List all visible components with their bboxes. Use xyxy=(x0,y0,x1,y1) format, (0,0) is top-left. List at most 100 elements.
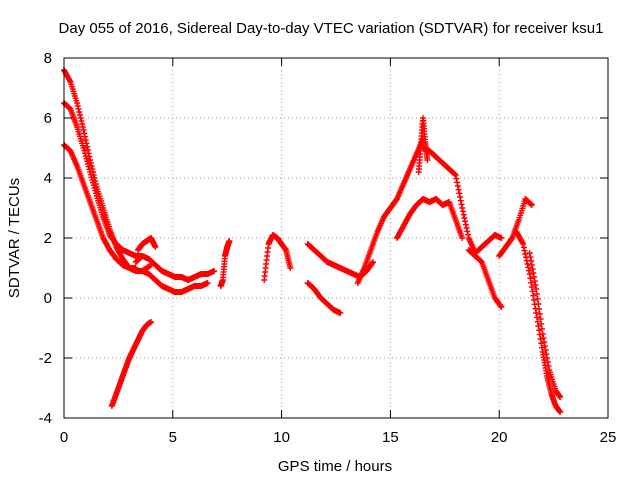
data-point-marker xyxy=(82,133,89,140)
data-point-marker xyxy=(459,205,466,211)
data-point-marker xyxy=(76,109,83,115)
x-axis-label: GPS time / hours xyxy=(278,458,392,475)
data-point-marker xyxy=(424,157,431,163)
data-point-marker xyxy=(79,124,86,130)
chart-title: Day 055 of 2016, Sidereal Day-to-day VTE… xyxy=(59,20,604,37)
trace-i-nine-hours xyxy=(261,232,294,283)
data-point-marker xyxy=(529,288,536,295)
data-point-marker xyxy=(461,215,468,221)
data-point-marker xyxy=(498,304,505,310)
data-point-marker xyxy=(463,225,470,231)
data-point-marker xyxy=(536,306,543,312)
data-point-marker xyxy=(525,264,532,271)
data-point-marker xyxy=(453,175,460,182)
data-point-marker xyxy=(529,266,536,272)
trace-f-bump xyxy=(134,235,159,253)
data-point-marker xyxy=(532,282,539,288)
data-point-marker xyxy=(457,197,464,204)
data-point-marker xyxy=(533,314,540,321)
y-axis-label: SDTVAR / TECUs xyxy=(6,178,23,298)
data-point-marker xyxy=(543,351,550,357)
data-point-marker xyxy=(460,211,467,218)
data-point-marker xyxy=(462,221,469,228)
data-point-marker xyxy=(75,106,82,112)
data-point-marker xyxy=(74,103,81,109)
data-point-marker xyxy=(287,265,294,271)
data-point-marker xyxy=(540,335,547,341)
data-point-marker xyxy=(520,244,527,251)
data-point-marker xyxy=(78,118,85,124)
data-point-marker xyxy=(531,278,538,284)
y-tick-label: -4 xyxy=(39,410,52,427)
data-point-marker xyxy=(81,130,88,137)
trace-h-seven-hours xyxy=(217,238,233,289)
data-point-marker xyxy=(521,247,528,254)
data-point-marker xyxy=(462,218,469,225)
data-point-marker xyxy=(526,271,533,277)
y-tick-label: 6 xyxy=(44,110,52,127)
data-point-marker xyxy=(497,303,504,309)
data-point-marker xyxy=(80,127,87,133)
data-point-marker xyxy=(537,336,544,342)
x-tick-label: 0 xyxy=(60,429,68,446)
y-tick-label: -2 xyxy=(39,350,52,367)
data-point-marker xyxy=(76,112,83,118)
data-point-marker xyxy=(527,275,534,282)
data-point-marker xyxy=(528,202,535,208)
data-point-marker xyxy=(537,316,544,322)
trace-r-final-drop xyxy=(513,229,564,415)
data-point-marker xyxy=(538,326,545,332)
data-point-marker xyxy=(533,291,540,297)
data-point-marker xyxy=(132,265,139,271)
data-point-marker xyxy=(531,274,538,280)
data-point-marker xyxy=(541,339,548,345)
x-tick-label: 5 xyxy=(169,429,177,446)
data-point-marker xyxy=(533,286,540,292)
data-point-marker xyxy=(226,238,233,244)
data-point-marker xyxy=(337,310,344,316)
y-tick-label: 2 xyxy=(44,230,52,247)
x-tick-label: 10 xyxy=(273,429,290,446)
data-point-marker xyxy=(498,235,505,241)
x-tick-label: 25 xyxy=(600,429,617,446)
data-point-marker xyxy=(79,121,86,127)
data-point-marker xyxy=(522,251,529,257)
data-point-marker xyxy=(457,194,464,200)
data-point-marker xyxy=(459,208,466,215)
data-point-marker xyxy=(526,250,533,256)
data-point-marker xyxy=(534,296,541,302)
data-point-marker xyxy=(74,100,81,106)
data-point-marker xyxy=(458,201,465,208)
data-point-marker xyxy=(538,321,545,327)
data-point-marker xyxy=(528,262,535,268)
data-point-marker xyxy=(520,241,527,247)
trace-n-post-peak xyxy=(420,145,505,256)
data-point-marker xyxy=(542,347,549,353)
trace-e-low-band xyxy=(139,268,211,295)
x-axis-ticks: 0 5 10 15 20 25 xyxy=(60,58,617,446)
data-point-marker xyxy=(528,279,535,286)
data-point-marker xyxy=(544,359,551,365)
data-point-marker xyxy=(541,343,548,349)
data-point-marker xyxy=(545,363,552,369)
y-tick-label: 0 xyxy=(44,290,52,307)
x-tick-label: 15 xyxy=(382,429,399,446)
data-point-marker xyxy=(464,228,471,235)
data-point-marker xyxy=(204,280,211,286)
data-point-marker xyxy=(528,258,535,264)
data-point-marker xyxy=(530,292,537,299)
data-point-marker xyxy=(454,183,461,189)
y-tick-label: 4 xyxy=(44,170,52,187)
data-point-marker xyxy=(539,331,546,337)
trace-q-twenty-hump xyxy=(496,196,535,259)
data-point-marker xyxy=(369,259,376,265)
grid-lines xyxy=(64,58,608,418)
data-point-marker xyxy=(530,270,537,276)
data-point-marker xyxy=(459,235,466,241)
data-point-marker xyxy=(524,261,531,267)
trace-s-final-drop-2 xyxy=(526,250,564,400)
data-point-marker xyxy=(536,311,543,317)
trace-c-upper-decline xyxy=(61,100,146,259)
